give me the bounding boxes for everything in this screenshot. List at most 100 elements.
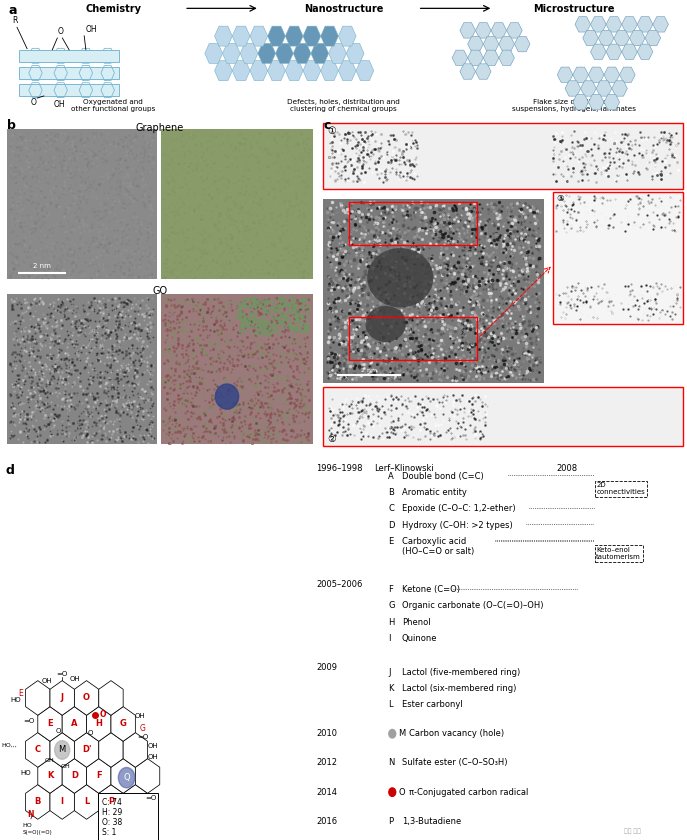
Text: F: F bbox=[388, 585, 393, 594]
Polygon shape bbox=[644, 401, 660, 413]
Text: L: L bbox=[388, 701, 393, 709]
Text: 2005–2006: 2005–2006 bbox=[316, 580, 363, 590]
Text: Aromatic entity: Aromatic entity bbox=[402, 488, 466, 497]
Polygon shape bbox=[589, 391, 605, 404]
Polygon shape bbox=[346, 44, 364, 63]
Polygon shape bbox=[74, 680, 99, 716]
Polygon shape bbox=[19, 50, 120, 61]
Polygon shape bbox=[285, 26, 303, 46]
Polygon shape bbox=[268, 26, 285, 46]
Text: OH: OH bbox=[60, 764, 71, 769]
Polygon shape bbox=[604, 94, 620, 110]
Polygon shape bbox=[604, 67, 620, 82]
Text: 低维 昇维: 低维 昇维 bbox=[624, 828, 640, 834]
Text: C: 74: C: 74 bbox=[102, 798, 122, 806]
Text: Carboxylic acid
(HO–C=O or salt): Carboxylic acid (HO–C=O or salt) bbox=[402, 537, 474, 556]
Polygon shape bbox=[567, 410, 584, 423]
Polygon shape bbox=[513, 419, 530, 432]
Text: A: A bbox=[388, 472, 394, 480]
Text: 1,3-Butadiene: 1,3-Butadiene bbox=[402, 816, 461, 826]
Polygon shape bbox=[232, 26, 250, 46]
Text: 2008: 2008 bbox=[556, 464, 578, 473]
Polygon shape bbox=[633, 428, 649, 441]
Text: OH: OH bbox=[42, 678, 52, 684]
Polygon shape bbox=[74, 785, 99, 819]
Text: Defects, holes, distribution and
clustering of chemical groups: Defects, holes, distribution and cluster… bbox=[287, 98, 400, 112]
Bar bbox=[323, 386, 684, 446]
Text: Hydroxy (C–OH: >2 types): Hydroxy (C–OH: >2 types) bbox=[402, 521, 513, 529]
Text: HO: HO bbox=[20, 770, 31, 776]
Text: Lerf–Klinowski: Lerf–Klinowski bbox=[374, 464, 434, 473]
Text: D: D bbox=[71, 771, 78, 780]
Polygon shape bbox=[633, 410, 649, 423]
Polygon shape bbox=[50, 732, 74, 767]
Polygon shape bbox=[612, 81, 627, 96]
Text: GO: GO bbox=[152, 286, 168, 296]
Polygon shape bbox=[25, 785, 50, 819]
Text: Lactol (five-membered ring): Lactol (five-membered ring) bbox=[402, 668, 520, 677]
Text: Lactol (six-membered ring): Lactol (six-membered ring) bbox=[402, 684, 516, 693]
Polygon shape bbox=[483, 36, 499, 52]
Text: G: G bbox=[139, 724, 146, 732]
Text: 2014: 2014 bbox=[316, 788, 337, 796]
Text: B: B bbox=[388, 488, 394, 497]
Text: Quinone: Quinone bbox=[402, 634, 438, 643]
Polygon shape bbox=[475, 64, 491, 79]
Text: Chemistry: Chemistry bbox=[85, 3, 142, 13]
Text: E: E bbox=[47, 719, 53, 728]
Text: Ketone (C=O): Ketone (C=O) bbox=[402, 585, 460, 594]
Polygon shape bbox=[339, 60, 356, 81]
Polygon shape bbox=[524, 410, 541, 423]
Polygon shape bbox=[591, 17, 606, 32]
Polygon shape bbox=[611, 428, 627, 441]
Polygon shape bbox=[535, 419, 552, 432]
Polygon shape bbox=[502, 391, 519, 404]
Polygon shape bbox=[50, 785, 74, 819]
Bar bbox=[553, 192, 684, 324]
Circle shape bbox=[368, 248, 433, 307]
Polygon shape bbox=[502, 428, 519, 441]
Text: =O: =O bbox=[145, 795, 156, 801]
Polygon shape bbox=[214, 26, 232, 46]
Polygon shape bbox=[502, 410, 519, 423]
Polygon shape bbox=[468, 50, 483, 66]
Text: HO,,,: HO,,, bbox=[1, 743, 17, 748]
Bar bbox=[323, 198, 543, 383]
Circle shape bbox=[118, 768, 135, 788]
Bar bbox=[496, 393, 679, 441]
Polygon shape bbox=[87, 759, 111, 793]
Text: Ester carbonyl: Ester carbonyl bbox=[402, 701, 462, 709]
Text: O: O bbox=[57, 27, 63, 35]
Polygon shape bbox=[513, 401, 530, 413]
Polygon shape bbox=[614, 30, 629, 45]
Text: 2D
connectivities: 2D connectivities bbox=[596, 482, 645, 496]
Polygon shape bbox=[258, 44, 275, 63]
Polygon shape bbox=[205, 44, 223, 63]
Text: OH: OH bbox=[135, 712, 146, 718]
Polygon shape bbox=[38, 759, 63, 793]
Circle shape bbox=[365, 306, 406, 342]
Text: P: P bbox=[388, 816, 393, 826]
Text: E: E bbox=[388, 537, 394, 546]
Polygon shape bbox=[506, 23, 522, 38]
Text: B: B bbox=[34, 797, 41, 806]
Polygon shape bbox=[596, 81, 612, 96]
Text: F: F bbox=[96, 771, 102, 780]
Bar bbox=[349, 202, 477, 244]
Text: Graphene: Graphene bbox=[135, 123, 184, 133]
Text: O: O bbox=[398, 788, 405, 796]
Text: H: 29: H: 29 bbox=[102, 808, 122, 816]
Polygon shape bbox=[321, 60, 339, 81]
Polygon shape bbox=[240, 44, 258, 63]
Polygon shape bbox=[250, 60, 268, 81]
Polygon shape bbox=[611, 410, 627, 423]
Polygon shape bbox=[578, 419, 595, 432]
Polygon shape bbox=[535, 401, 552, 413]
Text: P: P bbox=[108, 797, 114, 806]
Polygon shape bbox=[606, 44, 622, 60]
Polygon shape bbox=[546, 391, 562, 404]
Polygon shape bbox=[644, 419, 660, 432]
Polygon shape bbox=[293, 44, 311, 63]
Polygon shape bbox=[25, 680, 50, 716]
Polygon shape bbox=[546, 428, 562, 441]
